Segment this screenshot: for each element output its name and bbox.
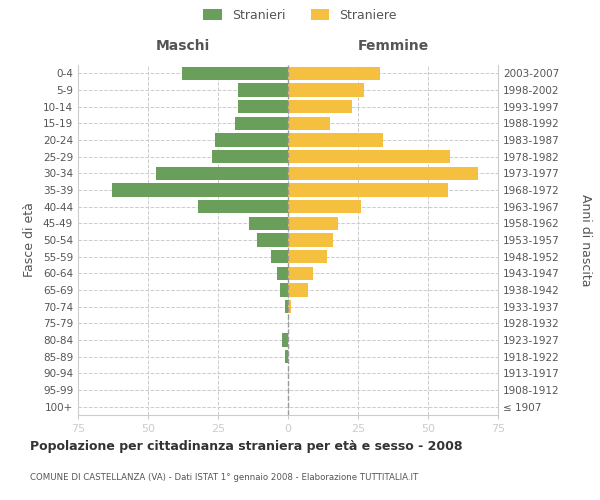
Bar: [285, 300, 288, 314]
Bar: [288, 250, 327, 264]
Bar: [249, 216, 288, 230]
Text: COMUNE DI CASTELLANZA (VA) - Dati ISTAT 1° gennaio 2008 - Elaborazione TUTTITALI: COMUNE DI CASTELLANZA (VA) - Dati ISTAT …: [30, 473, 418, 482]
Bar: [288, 184, 448, 196]
Bar: [112, 184, 288, 196]
Bar: [215, 134, 288, 146]
Bar: [283, 334, 288, 346]
Bar: [288, 84, 364, 96]
Bar: [288, 300, 291, 314]
Y-axis label: Fasce di età: Fasce di età: [23, 202, 36, 278]
Bar: [288, 150, 451, 164]
Bar: [288, 100, 352, 114]
Bar: [277, 266, 288, 280]
Bar: [271, 250, 288, 264]
Text: Femmine: Femmine: [358, 40, 428, 54]
Text: Maschi: Maschi: [156, 40, 210, 54]
Bar: [288, 234, 333, 246]
Bar: [288, 116, 330, 130]
Bar: [288, 134, 383, 146]
Bar: [257, 234, 288, 246]
Legend: Stranieri, Straniere: Stranieri, Straniere: [203, 8, 397, 22]
Bar: [235, 116, 288, 130]
Text: Popolazione per cittadinanza straniera per età e sesso - 2008: Popolazione per cittadinanza straniera p…: [30, 440, 463, 453]
Bar: [288, 266, 313, 280]
Bar: [199, 200, 288, 213]
Bar: [238, 84, 288, 96]
Bar: [182, 66, 288, 80]
Bar: [212, 150, 288, 164]
Bar: [157, 166, 288, 180]
Bar: [280, 284, 288, 296]
Bar: [288, 216, 338, 230]
Bar: [288, 66, 380, 80]
Y-axis label: Anni di nascita: Anni di nascita: [579, 194, 592, 286]
Bar: [288, 166, 478, 180]
Bar: [285, 350, 288, 364]
Bar: [238, 100, 288, 114]
Bar: [288, 200, 361, 213]
Bar: [288, 284, 308, 296]
